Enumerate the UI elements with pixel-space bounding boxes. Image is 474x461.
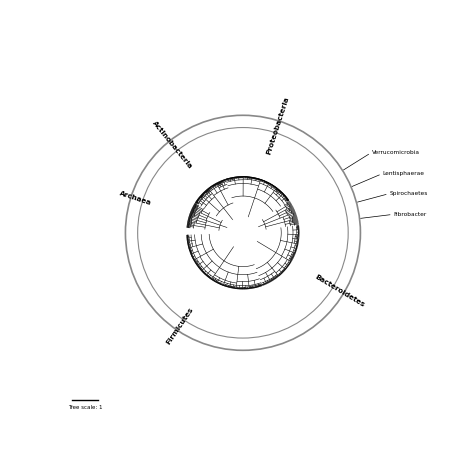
- Text: Bacteroidetes: Bacteroidetes: [313, 273, 365, 308]
- Text: Fibrobacter: Fibrobacter: [393, 212, 427, 217]
- Text: Tree scale: 1: Tree scale: 1: [68, 405, 102, 410]
- Text: Archaea: Archaea: [119, 190, 153, 206]
- Circle shape: [227, 217, 259, 249]
- Text: Proteobacteria: Proteobacteria: [265, 96, 290, 155]
- Text: Firmicutes: Firmicutes: [165, 307, 194, 346]
- Text: Actinobacteria: Actinobacteria: [151, 120, 193, 171]
- Text: Verrucomicrobia: Verrucomicrobia: [372, 150, 419, 155]
- Text: Lentisphaerae: Lentisphaerae: [383, 171, 425, 176]
- Text: Spirochaetes: Spirochaetes: [390, 191, 428, 196]
- Circle shape: [137, 128, 348, 338]
